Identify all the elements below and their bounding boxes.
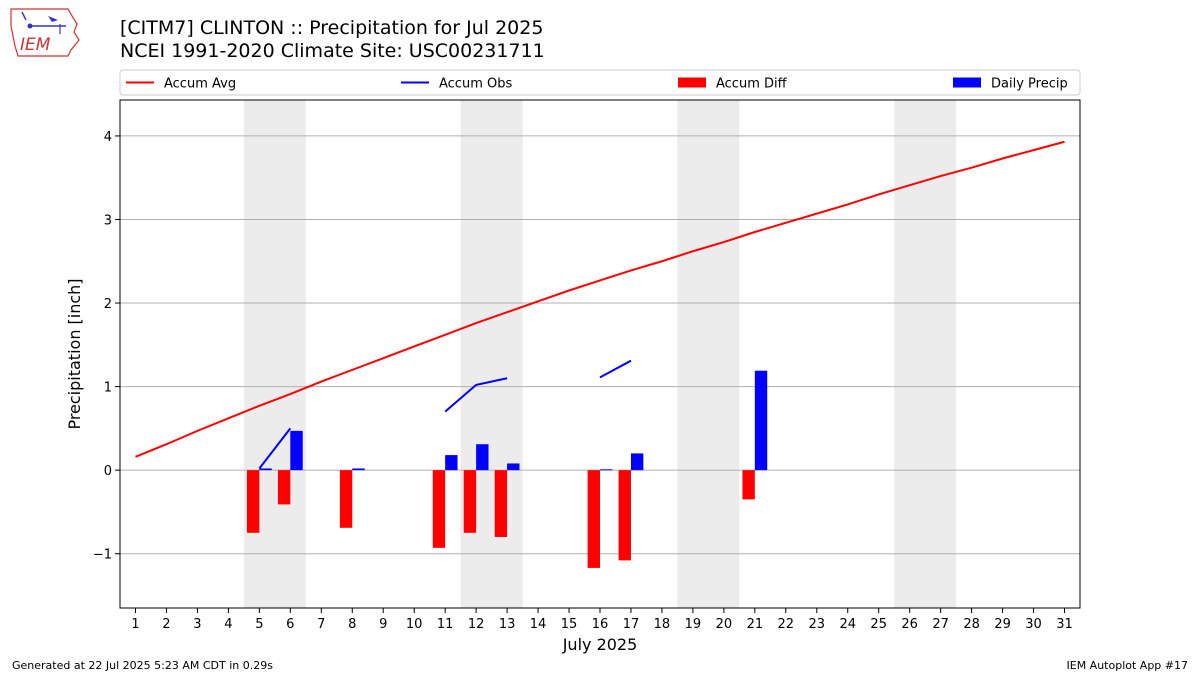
x-tick-label: 17 — [623, 617, 640, 632]
accum-diff-bar — [463, 470, 477, 533]
x-tick-label: 29 — [994, 617, 1011, 632]
x-tick-label: 8 — [348, 617, 356, 632]
x-tick-label: 30 — [1025, 617, 1042, 632]
accum-obs-line — [258, 427, 292, 470]
weekend-shade — [677, 100, 740, 608]
accum-diff-bar — [587, 470, 600, 568]
legend: Accum Avg Accum Obs Accum Diff Daily Precip — [119, 69, 1081, 96]
weekend-shade — [894, 100, 957, 608]
x-tick-label: 20 — [716, 617, 733, 632]
x-tick-label: 19 — [685, 617, 702, 632]
x-tick-label: 26 — [901, 617, 918, 632]
x-tick-label: 21 — [747, 617, 764, 632]
daily-precip-bar — [352, 468, 365, 471]
y-tick-label: 4 — [104, 130, 112, 145]
x-tick-label: 3 — [193, 617, 201, 632]
accum-diff-bar — [339, 470, 353, 528]
x-tick-label: 6 — [286, 617, 294, 632]
accum-diff-bar — [432, 470, 446, 548]
daily-precip-bar — [600, 469, 613, 471]
daily-precip-bar — [445, 455, 458, 471]
daily-precip-bar — [754, 370, 768, 471]
x-tick-label: 25 — [870, 617, 887, 632]
daily-precip-bar — [476, 444, 489, 471]
y-tick-label: 0 — [104, 464, 112, 479]
chart-subtitle: NCEI 1991-2020 Climate Site: USC00231711 — [120, 40, 545, 62]
daily-precip-bar — [290, 430, 303, 471]
legend-box — [119, 69, 1081, 96]
y-tick-label: −1 — [93, 548, 112, 563]
legend-swatch-bar — [678, 77, 706, 88]
legend-label: Accum Diff — [716, 77, 788, 92]
iem-logo: IEM — [8, 6, 82, 62]
accum-obs-line — [444, 377, 508, 413]
x-tick-label: 12 — [468, 617, 485, 632]
accum-avg-line — [135, 140, 1065, 458]
y-axis-label: Precipitation [inch] — [65, 278, 84, 429]
x-tick-label: 23 — [809, 617, 826, 632]
logo-text: IEM — [20, 35, 51, 55]
generated-timestamp: Generated at 22 Jul 2025 5:23 AM CDT in … — [12, 659, 273, 672]
y-tick-label: 2 — [104, 297, 112, 312]
daily-precip-bar — [630, 453, 644, 471]
x-tick-label: 13 — [499, 617, 516, 632]
y-tick-label: 1 — [104, 381, 112, 396]
x-tick-label: 18 — [654, 617, 671, 632]
chart-title: [CITM7] CLINTON :: Precipitation for Jul… — [120, 17, 544, 39]
x-tick-label: 11 — [437, 617, 454, 632]
x-tick-label: 27 — [932, 617, 949, 632]
accum-diff-bar — [618, 470, 631, 561]
legend-label: Accum Avg — [164, 77, 236, 92]
accum-diff-bar — [494, 470, 508, 537]
x-tick-label: 9 — [379, 617, 387, 632]
x-tick-label: 7 — [317, 617, 325, 632]
x-tick-label: 5 — [255, 617, 263, 632]
accum-obs-line — [599, 359, 632, 379]
accum-diff-bar — [742, 470, 755, 500]
x-tick-label: 16 — [592, 617, 609, 632]
x-tick-label: 2 — [162, 617, 170, 632]
daily-precip-bar — [259, 468, 272, 471]
daily-precip-bar — [507, 463, 520, 471]
y-tick-label: 3 — [104, 213, 112, 228]
x-tick-label: 10 — [406, 617, 423, 632]
legend-swatch-bar — [953, 77, 981, 88]
x-tick-label: 28 — [963, 617, 980, 632]
x-tick-label: 4 — [224, 617, 232, 632]
legend-label: Accum Obs — [439, 77, 512, 92]
accum-diff-bar — [277, 470, 291, 505]
x-tick-label: 22 — [778, 617, 795, 632]
x-tick-label: 24 — [839, 617, 856, 632]
legend-label: Daily Precip — [991, 77, 1068, 92]
x-axis-label: July 2025 — [562, 635, 638, 654]
x-tick-label: 31 — [1056, 617, 1073, 632]
x-tick-label: 1 — [131, 617, 139, 632]
x-tick-label: 14 — [530, 617, 547, 632]
app-label: IEM Autoplot App #17 — [1066, 659, 1189, 672]
x-tick-label: 15 — [561, 617, 578, 632]
accum-diff-bar — [246, 470, 260, 533]
